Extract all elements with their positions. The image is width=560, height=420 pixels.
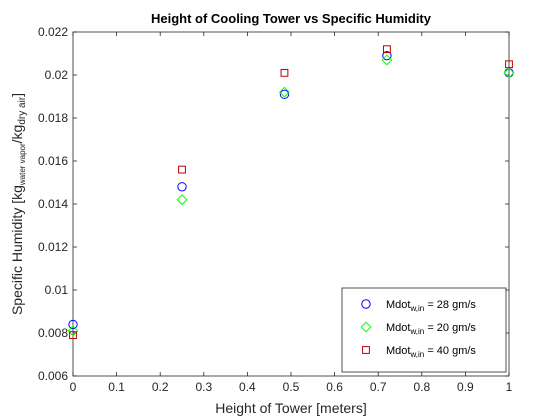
y-axis-label: Specific Humidity [kgwater vapor/kgdry a… [9, 93, 28, 315]
legend-marker [360, 321, 372, 333]
x-tick-label: 1 [506, 380, 513, 394]
data-point [505, 60, 513, 69]
x-tick-label: 0.5 [283, 380, 300, 394]
data-point [67, 325, 79, 337]
data-point [383, 45, 391, 54]
x-tick-label: 0 [70, 380, 77, 394]
legend-subscript: w,in [409, 327, 424, 336]
y-tick-label: 0.008 [38, 326, 68, 340]
data-point [280, 68, 289, 77]
data-point [278, 86, 290, 98]
data-point [279, 89, 290, 100]
y-tick-label: 0.014 [38, 197, 68, 211]
legend-suffix: = 20 gm/s [424, 322, 476, 334]
data-point [69, 331, 77, 340]
legend-prefix: Mdot [386, 299, 410, 311]
y-tick-label: 0.022 [38, 25, 68, 39]
y-tick-label: 0.018 [38, 111, 68, 125]
x-tick-label: 0.1 [108, 380, 125, 394]
y-tick-label: 0.006 [38, 369, 68, 383]
legend-subscript: w,in [409, 304, 424, 313]
y-tick-label: 0.02 [45, 68, 69, 82]
data-point [503, 67, 515, 79]
series-2 [67, 54, 515, 337]
x-tick-label: 0.2 [152, 380, 169, 394]
legend-marker [361, 299, 371, 309]
legend-prefix: Mdot [386, 345, 410, 357]
data-point [178, 165, 186, 174]
y-tick-label: 0.01 [45, 283, 69, 297]
data-markers [67, 45, 515, 340]
y-axis-label-sub1: water vapor [18, 143, 27, 186]
data-point [68, 319, 78, 330]
data-point [176, 194, 188, 206]
legend-marker [362, 346, 370, 354]
x-tick-label: 0.4 [239, 380, 256, 394]
legend-suffix: = 40 gm/s [424, 345, 476, 357]
axis-ticks [72, 31, 510, 377]
y-axis-label-mid: /kg [9, 125, 25, 144]
y-axis-label-sub2: dry air [17, 96, 28, 124]
legend-suffix: = 28 gm/s [424, 299, 476, 311]
data-point [382, 50, 392, 61]
x-tick-label: 0.3 [195, 380, 212, 394]
axis-tick-labels: 0 0.1 0.2 0.3 0.4 0.5 0.6 0.7 0.8 0.9 1 0.006 0.008 0… [38, 25, 513, 394]
series-3 [69, 45, 513, 340]
x-tick-label: 0.8 [413, 380, 430, 394]
y-tick-label: 0.016 [38, 154, 68, 168]
x-tick-label: 0.7 [370, 380, 387, 394]
x-tick-label: 0.6 [326, 380, 343, 394]
y-axis-label-end: ] [9, 93, 25, 97]
legend-entry: Mdotw,in = 40 gm/s [386, 345, 476, 359]
legend-entry: Mdotw,in = 28 gm/s [386, 299, 476, 313]
x-tick-label: 0.9 [457, 380, 474, 394]
y-tick-label: 0.012 [38, 240, 68, 254]
data-point [381, 54, 393, 66]
legend-entry: Mdotw,in = 20 gm/s [386, 322, 476, 336]
y-axis-label-base: Specific Humidity [kg [9, 185, 25, 315]
legend-prefix: Mdot [386, 322, 410, 334]
data-point [177, 182, 187, 192]
chart-title: Height of Cooling Tower vs Specific Humi… [151, 11, 432, 26]
legend-subscript: w,in [409, 350, 424, 359]
x-axis-label: Height of Tower [meters] [215, 400, 366, 416]
